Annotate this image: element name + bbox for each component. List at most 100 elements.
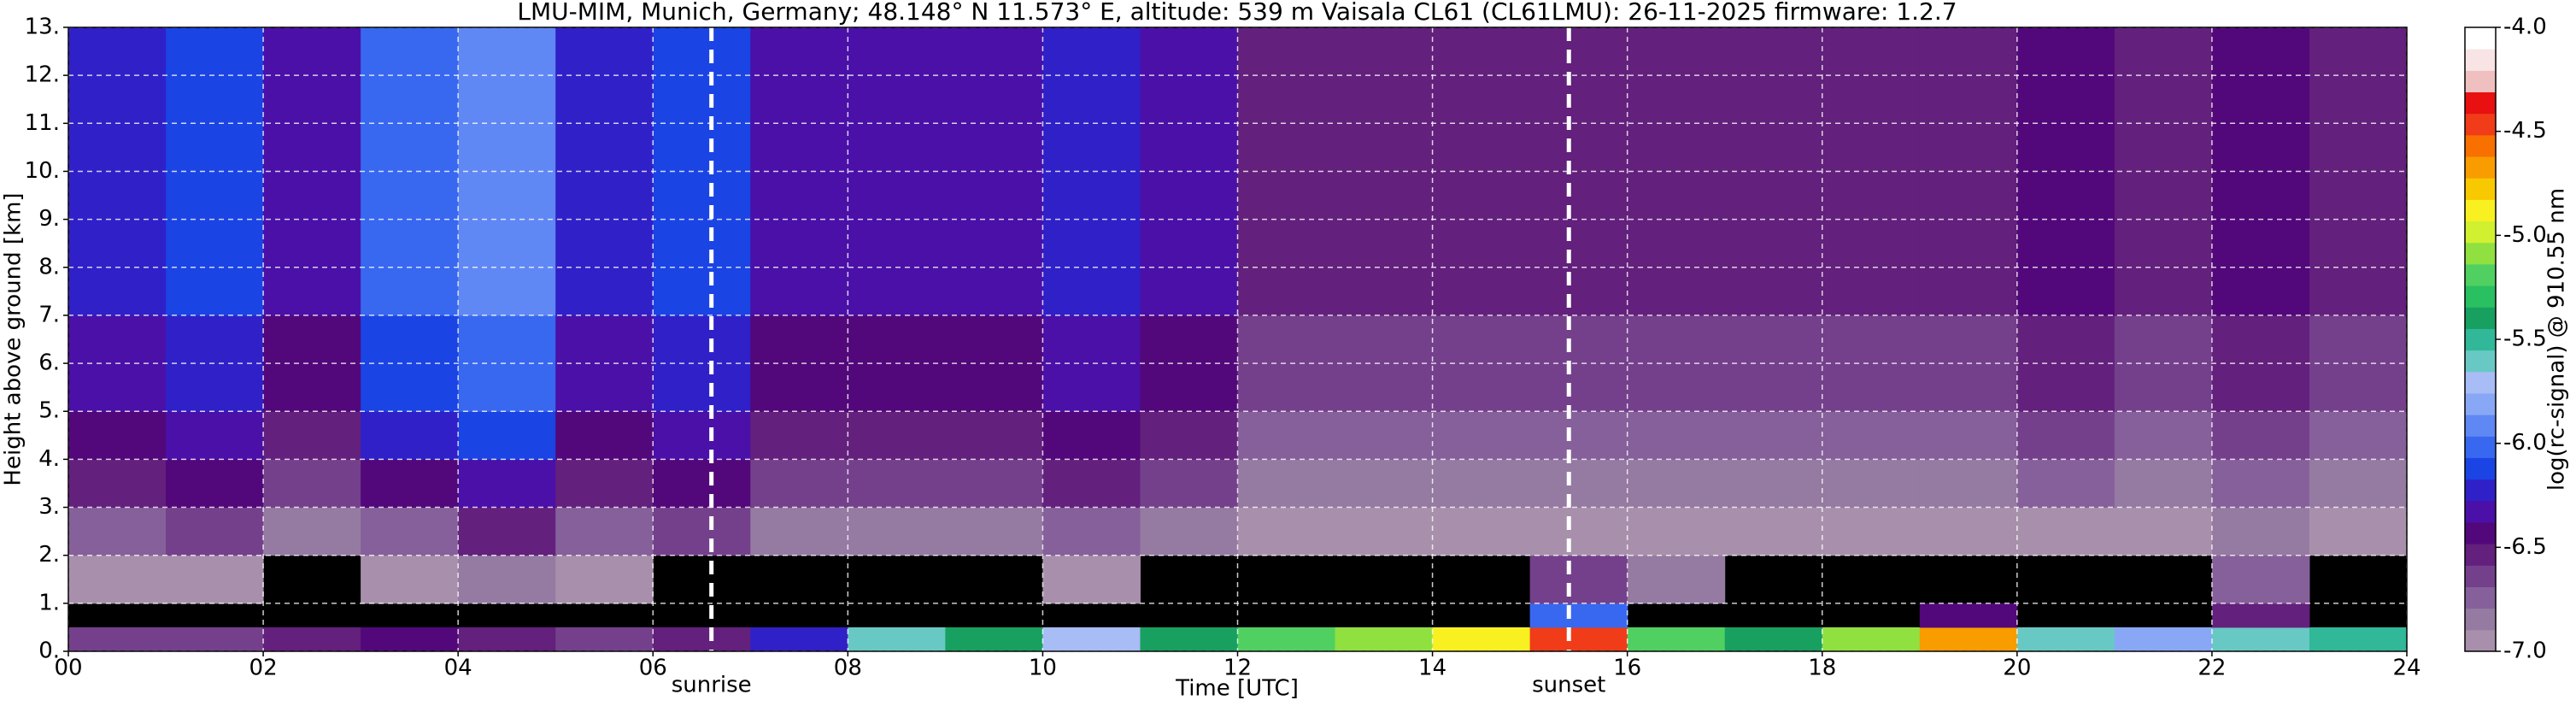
heatmap-cell [1627, 219, 1726, 268]
heatmap-cell [1335, 459, 1434, 509]
y-tick-label: 0. [38, 638, 60, 664]
heatmap-cell [653, 411, 751, 460]
heatmap-cell [653, 459, 751, 509]
heatmap-cell [750, 459, 848, 509]
y-tick-label: 10. [25, 158, 60, 184]
heatmap-cell [945, 219, 1043, 268]
heatmap-cell [1724, 75, 1823, 124]
heatmap-cell [361, 363, 459, 412]
x-tick-label: 14 [1418, 656, 1446, 681]
heatmap-cell [1529, 171, 1628, 221]
heatmap-cell [1529, 267, 1628, 316]
colorbar-swatch [2465, 199, 2496, 222]
heatmap-cell [1919, 171, 2018, 221]
heatmap-cell [2211, 363, 2310, 412]
heatmap-cell [1140, 27, 1238, 76]
heatmap-cell [2309, 315, 2408, 364]
heatmap-cell [1042, 459, 1141, 509]
y-tick-label: 4. [38, 446, 60, 472]
heatmap-cell [68, 315, 167, 364]
heatmap-cell [361, 507, 459, 556]
heatmap-cell [1432, 627, 1531, 652]
heatmap-cell [263, 363, 361, 412]
heatmap-cell [1432, 75, 1531, 124]
heatmap-cell [1140, 315, 1238, 364]
heatmap-cell [2114, 267, 2213, 316]
y-axis-label: Height above ground [km] [1, 192, 26, 485]
heatmap-cell [2211, 507, 2310, 556]
heatmap-cell [2309, 75, 2408, 124]
heatmap-cell [1627, 363, 1726, 412]
heatmap-cell [1042, 315, 1141, 364]
heatmap-cell [166, 627, 264, 652]
heatmap-cell [458, 555, 556, 604]
heatmap-cell [1237, 219, 1336, 268]
heatmap-cell [1335, 219, 1434, 268]
heatmap-cell [68, 171, 167, 221]
heatmap-cell [653, 123, 751, 172]
heatmap-cell [68, 555, 167, 604]
heatmap-cell [2309, 27, 2408, 76]
heatmap-cell [848, 75, 946, 124]
heatmap-cell [848, 27, 946, 76]
y-tick-label: 5. [38, 398, 60, 424]
heatmap-cell [166, 507, 264, 556]
colorbar-tick-label: -5.5 [2503, 327, 2547, 352]
y-tick-label: 1. [38, 590, 60, 615]
heatmap-cell [1822, 267, 1921, 316]
heatmap-cell [166, 27, 264, 76]
heatmap-cell [945, 315, 1043, 364]
heatmap-cell [653, 75, 751, 124]
heatmap-cell [361, 411, 459, 460]
heatmap-cell [1529, 555, 1628, 604]
heatmap-cell [1724, 27, 1823, 76]
heatmap-cell [1140, 75, 1238, 124]
heatmap-cell [1627, 507, 1726, 556]
heatmap-cell [1919, 507, 2018, 556]
heatmap-cell [1822, 627, 1921, 652]
heatmap-cell [1919, 603, 2018, 628]
colorbar-swatch [2465, 263, 2496, 286]
heatmap-cell [945, 363, 1043, 412]
x-tick-label: 20 [2003, 656, 2031, 681]
heatmap-cell [2114, 171, 2213, 221]
heatmap-cell [848, 411, 946, 460]
heatmap-cell [2211, 555, 2310, 604]
heatmap-cell [1140, 219, 1238, 268]
heatmap-cell [750, 75, 848, 124]
colorbar-swatch [2465, 285, 2496, 308]
x-tick-label: 02 [249, 656, 278, 681]
heatmap-cell [458, 123, 556, 172]
heatmap-cell [750, 27, 848, 76]
heatmap-cell [1627, 75, 1726, 124]
heatmap-cell [945, 171, 1043, 221]
heatmap-cell [653, 315, 751, 364]
heatmap-cell [2016, 75, 2115, 124]
heatmap-cell [2211, 27, 2310, 76]
heatmap-cell [2309, 123, 2408, 172]
heatmap-cell [1919, 315, 2018, 364]
heatmap-cell [361, 459, 459, 509]
heatmap-cell [263, 507, 361, 556]
heatmap-cell [2309, 219, 2408, 268]
colorbar-tick-label: -6.0 [2503, 430, 2547, 456]
heatmap-cell [1335, 507, 1434, 556]
heatmap-cell [555, 555, 654, 604]
colorbar-swatch [2465, 629, 2496, 652]
heatmap-cell [750, 123, 848, 172]
heatmap-cell [653, 267, 751, 316]
heatmap-cell [1822, 411, 1921, 460]
heatmap-cell [1432, 315, 1531, 364]
y-tick-label: 2. [38, 542, 60, 568]
heatmap-cell [1529, 459, 1628, 509]
heatmap-cell [68, 459, 167, 509]
heatmap-cell [945, 27, 1043, 76]
colorbar-swatch [2465, 307, 2496, 329]
heatmap-cell [555, 75, 654, 124]
heatmap-cell [2016, 507, 2115, 556]
colorbar-swatch [2465, 178, 2496, 200]
heatmap-cell [2211, 75, 2310, 124]
heatmap-cell [555, 171, 654, 221]
heatmap-cell [1042, 27, 1141, 76]
heatmap-cell [1919, 123, 2018, 172]
